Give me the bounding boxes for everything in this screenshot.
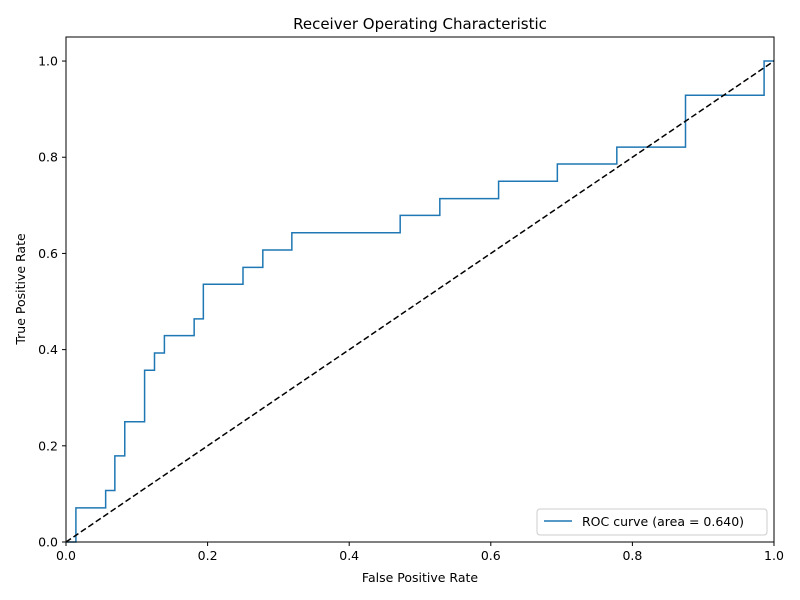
y-tick-label: 0.4	[38, 342, 58, 357]
x-axis-label: False Positive Rate	[362, 570, 478, 585]
plot-frame	[65, 36, 775, 543]
legend-box	[536, 508, 768, 536]
x-tick-label: 0.8	[622, 548, 642, 563]
legend: ROC curve (area = 0.640)	[536, 508, 768, 536]
roc-curve-line	[66, 60, 774, 543]
y-axis-label: True Positive Rate	[13, 233, 28, 346]
x-tick-label: 0.0	[56, 548, 76, 563]
y-tick-label: 0.8	[38, 150, 58, 165]
diagonal-reference-line	[65, 60, 775, 543]
x-tick-label: 1.0	[764, 548, 784, 563]
y-tick-label: 0.6	[38, 246, 58, 261]
x-tick-label: 0.6	[481, 548, 501, 563]
y-tick-label: 0.0	[38, 535, 58, 550]
chart-title: Receiver Operating Characteristic	[293, 15, 547, 33]
y-tick-label: 0.2	[38, 438, 58, 453]
legend-label-roc: ROC curve (area = 0.640)	[582, 514, 744, 529]
plot-area: 0.0 0.2 0.4 0.6 0.8 1.0 0.0 0.2 0.4 0.6 0.8 1.0	[38, 36, 784, 563]
x-tick-label: 0.4	[339, 548, 359, 563]
y-tick-label: 1.0	[38, 54, 58, 69]
x-tick-label: 0.2	[198, 548, 218, 563]
